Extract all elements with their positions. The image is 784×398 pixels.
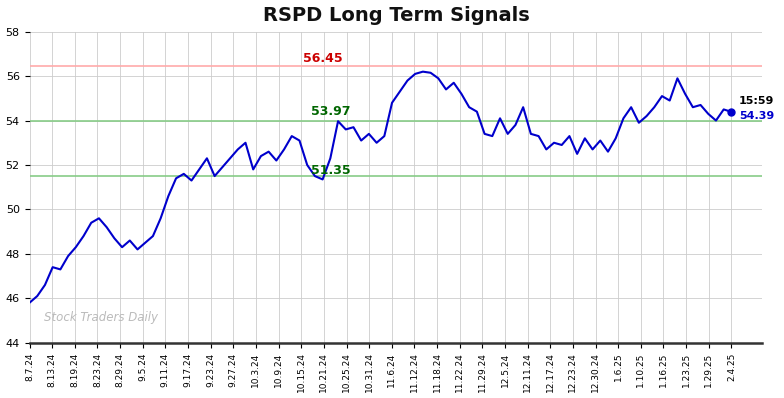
Title: RSPD Long Term Signals: RSPD Long Term Signals [263,6,529,25]
Text: 54.39: 54.39 [739,111,775,121]
Text: Stock Traders Daily: Stock Traders Daily [44,311,158,324]
Text: 53.97: 53.97 [310,105,350,118]
Text: 15:59: 15:59 [739,96,775,106]
Text: 51.35: 51.35 [310,164,350,177]
Text: 56.45: 56.45 [303,52,343,64]
